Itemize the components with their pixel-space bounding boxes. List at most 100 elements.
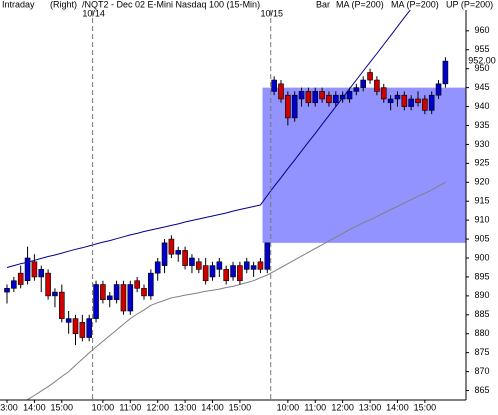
candle-body (285, 94, 291, 119)
candle-body (319, 91, 325, 100)
candle-body (408, 98, 414, 107)
candle-body (113, 284, 120, 300)
candle-body (278, 83, 284, 100)
legend-entry: Bar (316, 0, 330, 9)
candle-body (4, 288, 10, 293)
x-tick-label: 11:00 (304, 402, 326, 412)
candle-body (353, 87, 360, 92)
y-tick-label: 865 (474, 385, 489, 395)
y-tick-label: 940 (474, 101, 489, 111)
x-tick-label: 15:00 (229, 402, 252, 412)
legend-entry: MA (P=200) (336, 0, 384, 9)
y-tick-label: 870 (474, 366, 489, 376)
candle-body (305, 91, 312, 104)
candle-body (72, 318, 79, 335)
candle-body (134, 280, 140, 289)
candle-body (367, 72, 373, 81)
last-price-label: 952.00 (468, 55, 496, 65)
candle-body (168, 238, 175, 255)
y-tick-label: 960 (474, 25, 489, 35)
candle-body (148, 272, 154, 297)
y-tick-label: 950 (474, 63, 489, 73)
candle-body (243, 261, 250, 270)
y-tick-label: 910 (474, 215, 489, 225)
candle-body (86, 318, 92, 338)
x-tick-label: 14:00 (23, 402, 46, 412)
candle-body (154, 261, 161, 274)
candle-body (106, 295, 113, 300)
day-label: 10/14 (82, 8, 105, 18)
candle-body (120, 284, 127, 312)
candle-body (428, 94, 435, 111)
candle-body (360, 79, 367, 88)
candle-body (435, 83, 442, 96)
candle-body (127, 284, 134, 312)
y-tick-label: 930 (474, 139, 489, 149)
y-tick-label: 900 (474, 252, 489, 262)
candle-body (24, 257, 31, 282)
candle-body (374, 79, 380, 92)
ma-line (27, 181, 446, 400)
candle-body (394, 94, 401, 100)
y-tick-label: 920 (474, 177, 489, 187)
candle-body (93, 284, 99, 319)
candle-body (182, 250, 188, 266)
candle-body (79, 322, 86, 338)
day-label: 10/15 (260, 8, 283, 18)
header-title: /NQT2 - Dec 02 E-Mini Nasdaq 100 (15-Min… (82, 0, 260, 9)
x-tick-label: 13:00 (174, 402, 197, 412)
candle-body (380, 87, 387, 100)
x-tick-label: 12:00 (146, 402, 169, 412)
candle-body (442, 60, 449, 85)
candle-body (17, 272, 24, 285)
candle-body (332, 94, 339, 104)
x-tick-label: 11:00 (119, 402, 141, 412)
y-tick-label: 915 (474, 196, 489, 206)
plot-area (4, 10, 466, 400)
x-tick-label: 3:00 (0, 402, 18, 412)
candle-body (38, 269, 45, 278)
x-tick-label: 15:00 (414, 402, 437, 412)
x-tick-label: 13:00 (359, 402, 382, 412)
candle-body (326, 94, 332, 104)
y-tick-label: 925 (474, 158, 489, 168)
y-tick-label: 945 (474, 82, 489, 92)
candle-body (387, 98, 394, 104)
candle-body (161, 242, 168, 266)
candle-body (175, 250, 182, 255)
candle-body (58, 291, 65, 319)
y-tick-label: 875 (474, 347, 489, 357)
y-tick-label: 880 (474, 328, 489, 338)
candle-body (237, 265, 243, 282)
candle-body (31, 261, 38, 278)
candle-body (422, 98, 428, 111)
y-tick-label: 885 (474, 309, 489, 319)
candle-body (271, 79, 277, 92)
x-tick-label: 10:00 (92, 402, 115, 412)
candle-body (291, 94, 298, 119)
candle-body (401, 94, 408, 107)
candle-body (189, 257, 195, 266)
candle-body (100, 284, 106, 300)
x-tick-label: 12:00 (331, 402, 354, 412)
candle-body (216, 261, 223, 270)
candle-body (223, 269, 229, 282)
candle-body (202, 265, 209, 282)
candle-body (339, 94, 346, 100)
candle-body (52, 291, 58, 297)
y-tick-label: 955 (474, 44, 489, 54)
legend-entry: UP (P=200) (446, 0, 493, 9)
candle-body (415, 98, 421, 104)
x-tick-label: 15:00 (51, 402, 74, 412)
candle-body (230, 265, 236, 278)
candle-body (250, 265, 257, 270)
header-text: (Right) (50, 0, 77, 9)
y-tick-label: 895 (474, 271, 489, 281)
candle-body (257, 261, 264, 270)
y-tick-label: 890 (474, 290, 489, 300)
candle-body (141, 288, 147, 297)
candle-body (312, 91, 319, 104)
candle-body (11, 280, 17, 289)
candle-body (209, 265, 216, 278)
